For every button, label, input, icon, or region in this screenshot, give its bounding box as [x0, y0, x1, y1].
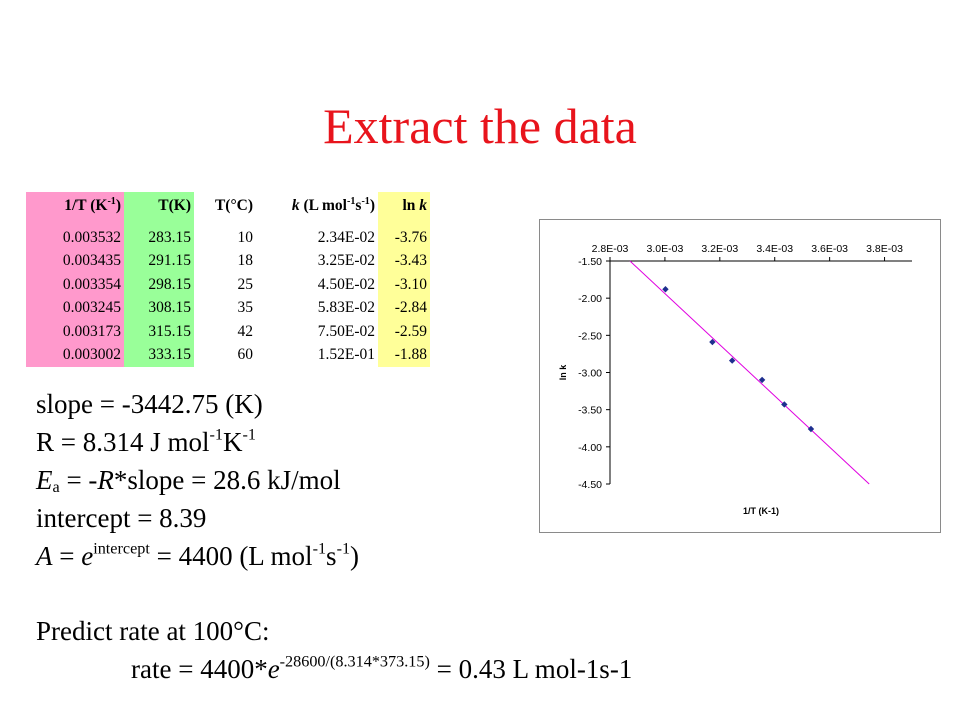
cell-temperature-kelvin: 315.15 [124, 320, 194, 344]
cell-ln-k: -1.88 [378, 343, 430, 367]
cell-ln-k: -3.76 [378, 226, 430, 250]
cell-rate-constant: 2.34E-02 [317, 228, 375, 246]
header-rate-constant: k (L mol-1s-1) [291, 195, 375, 214]
y-tick-label: -2.50 [578, 330, 602, 342]
predict-heading: Predict rate at 100°C: [36, 616, 270, 646]
table-row: 0.003173 315.15 42 7.50E-02 -2.59 [26, 320, 430, 344]
cell-rate-constant: 5.83E-02 [317, 299, 375, 317]
cell-temperature-kelvin: 291.15 [124, 249, 194, 273]
y-tick-label: -3.00 [578, 368, 602, 380]
cell-ln-k: -2.59 [378, 320, 430, 344]
cell-temperature-celsius: 60 [237, 346, 254, 364]
rate-equation-line: rate = 4400*e-28600/(8.314*373.15) = 0.4… [131, 652, 633, 684]
cell-temperature-kelvin: 298.15 [124, 273, 194, 297]
slide-title: Extract the data [323, 98, 637, 154]
cell-inverse-temperature: 0.003002 [26, 343, 124, 367]
scatter-chart: 2.8E-03 3.0E-03 3.2E-03 3.4E-03 3.6E-03 3.8E-… [558, 243, 912, 516]
header-temperature-kelvin: T(K) [124, 192, 194, 219]
x-tick-label: 3.0E-03 [647, 243, 684, 255]
data-point [807, 425, 815, 433]
table-row: 0.003435 291.15 18 3.25E-02 -3.43 [26, 249, 430, 273]
cell-temperature-kelvin: 333.15 [124, 343, 194, 367]
y-tick-label: -2.00 [578, 293, 602, 305]
cell-temperature-kelvin: 283.15 [124, 226, 194, 250]
x-tick-label: 2.8E-03 [592, 243, 629, 255]
y-tick-label: -3.50 [578, 405, 602, 417]
cell-rate-constant: 7.50E-02 [317, 322, 375, 340]
data-point [709, 338, 716, 346]
pre-exponential-line: A = eintercept = 4400 (L mol-1s-1) [36, 539, 360, 571]
slope-line: slope = -3442.75 (K) [36, 389, 263, 419]
cell-ln-k: -3.43 [378, 249, 430, 273]
cell-inverse-temperature: 0.003532 [26, 226, 124, 250]
x-tick-label: 3.8E-03 [866, 243, 903, 255]
cell-inverse-temperature: 0.003435 [26, 249, 124, 273]
cell-ln-k: -3.10 [378, 273, 430, 297]
cell-inverse-temperature: 0.003354 [26, 273, 124, 297]
table-row: 0.003002 333.15 60 1.52E-01 -1.88 [26, 343, 430, 367]
table-header-row: 1/T (K-1) T(K) T(°C) k (L mol-1s-1) ln k [26, 192, 430, 219]
header-temperature-celsius: T(°C) [214, 196, 253, 214]
cell-temperature-celsius: 42 [237, 322, 254, 340]
x-tick-label: 3.4E-03 [756, 243, 793, 255]
x-tick-label: 3.2E-03 [701, 243, 738, 255]
activation-energy-line: Ea = -R*slope = 28.6 kJ/mol [36, 465, 341, 497]
cell-ln-k: -2.84 [378, 296, 430, 320]
y-tick-label: -1.50 [578, 256, 602, 268]
intercept-line: intercept = 8.39 [36, 503, 207, 533]
gas-constant-line: R = 8.314 J mol-1K-1 [36, 425, 256, 457]
data-point [728, 357, 736, 364]
trendline [629, 260, 870, 485]
cell-temperature-celsius: 35 [237, 299, 254, 317]
table-row: 0.003354 298.15 25 4.50E-02 -3.10 [26, 273, 430, 297]
cell-temperature-celsius: 10 [237, 228, 254, 246]
x-tick-label: 3.6E-03 [811, 243, 848, 255]
cell-temperature-celsius: 25 [237, 275, 254, 293]
cell-temperature-kelvin: 308.15 [124, 296, 194, 320]
chart-frame: 2.8E-03 3.0E-03 3.2E-03 3.4E-03 3.6E-03 3.8E-… [539, 219, 941, 533]
y-axis-label: ln k [558, 364, 568, 380]
data-point [758, 376, 766, 384]
data-table: 1/T (K-1) T(K) T(°C) k (L mol-1s-1) ln k… [26, 192, 430, 367]
cell-rate-constant: 1.52E-01 [317, 346, 375, 364]
table-row: 0.003245 308.15 35 5.83E-02 -2.84 [26, 296, 430, 320]
cell-inverse-temperature: 0.003245 [26, 296, 124, 320]
header-ln-k: ln k [378, 192, 430, 219]
cell-rate-constant: 3.25E-02 [317, 252, 375, 270]
table-row: 0.003532 283.15 10 2.34E-02 -3.76 [26, 226, 430, 250]
table-spacer-row [26, 219, 430, 226]
header-inverse-temperature: 1/T (K-1) [26, 192, 124, 219]
y-tick-label: -4.00 [578, 442, 602, 454]
cell-temperature-celsius: 18 [237, 252, 254, 270]
cell-inverse-temperature: 0.003173 [26, 320, 124, 344]
cell-rate-constant: 4.50E-02 [317, 275, 375, 293]
x-axis-label: 1/T (K-1) [743, 506, 779, 516]
y-tick-label: -4.50 [578, 479, 602, 491]
